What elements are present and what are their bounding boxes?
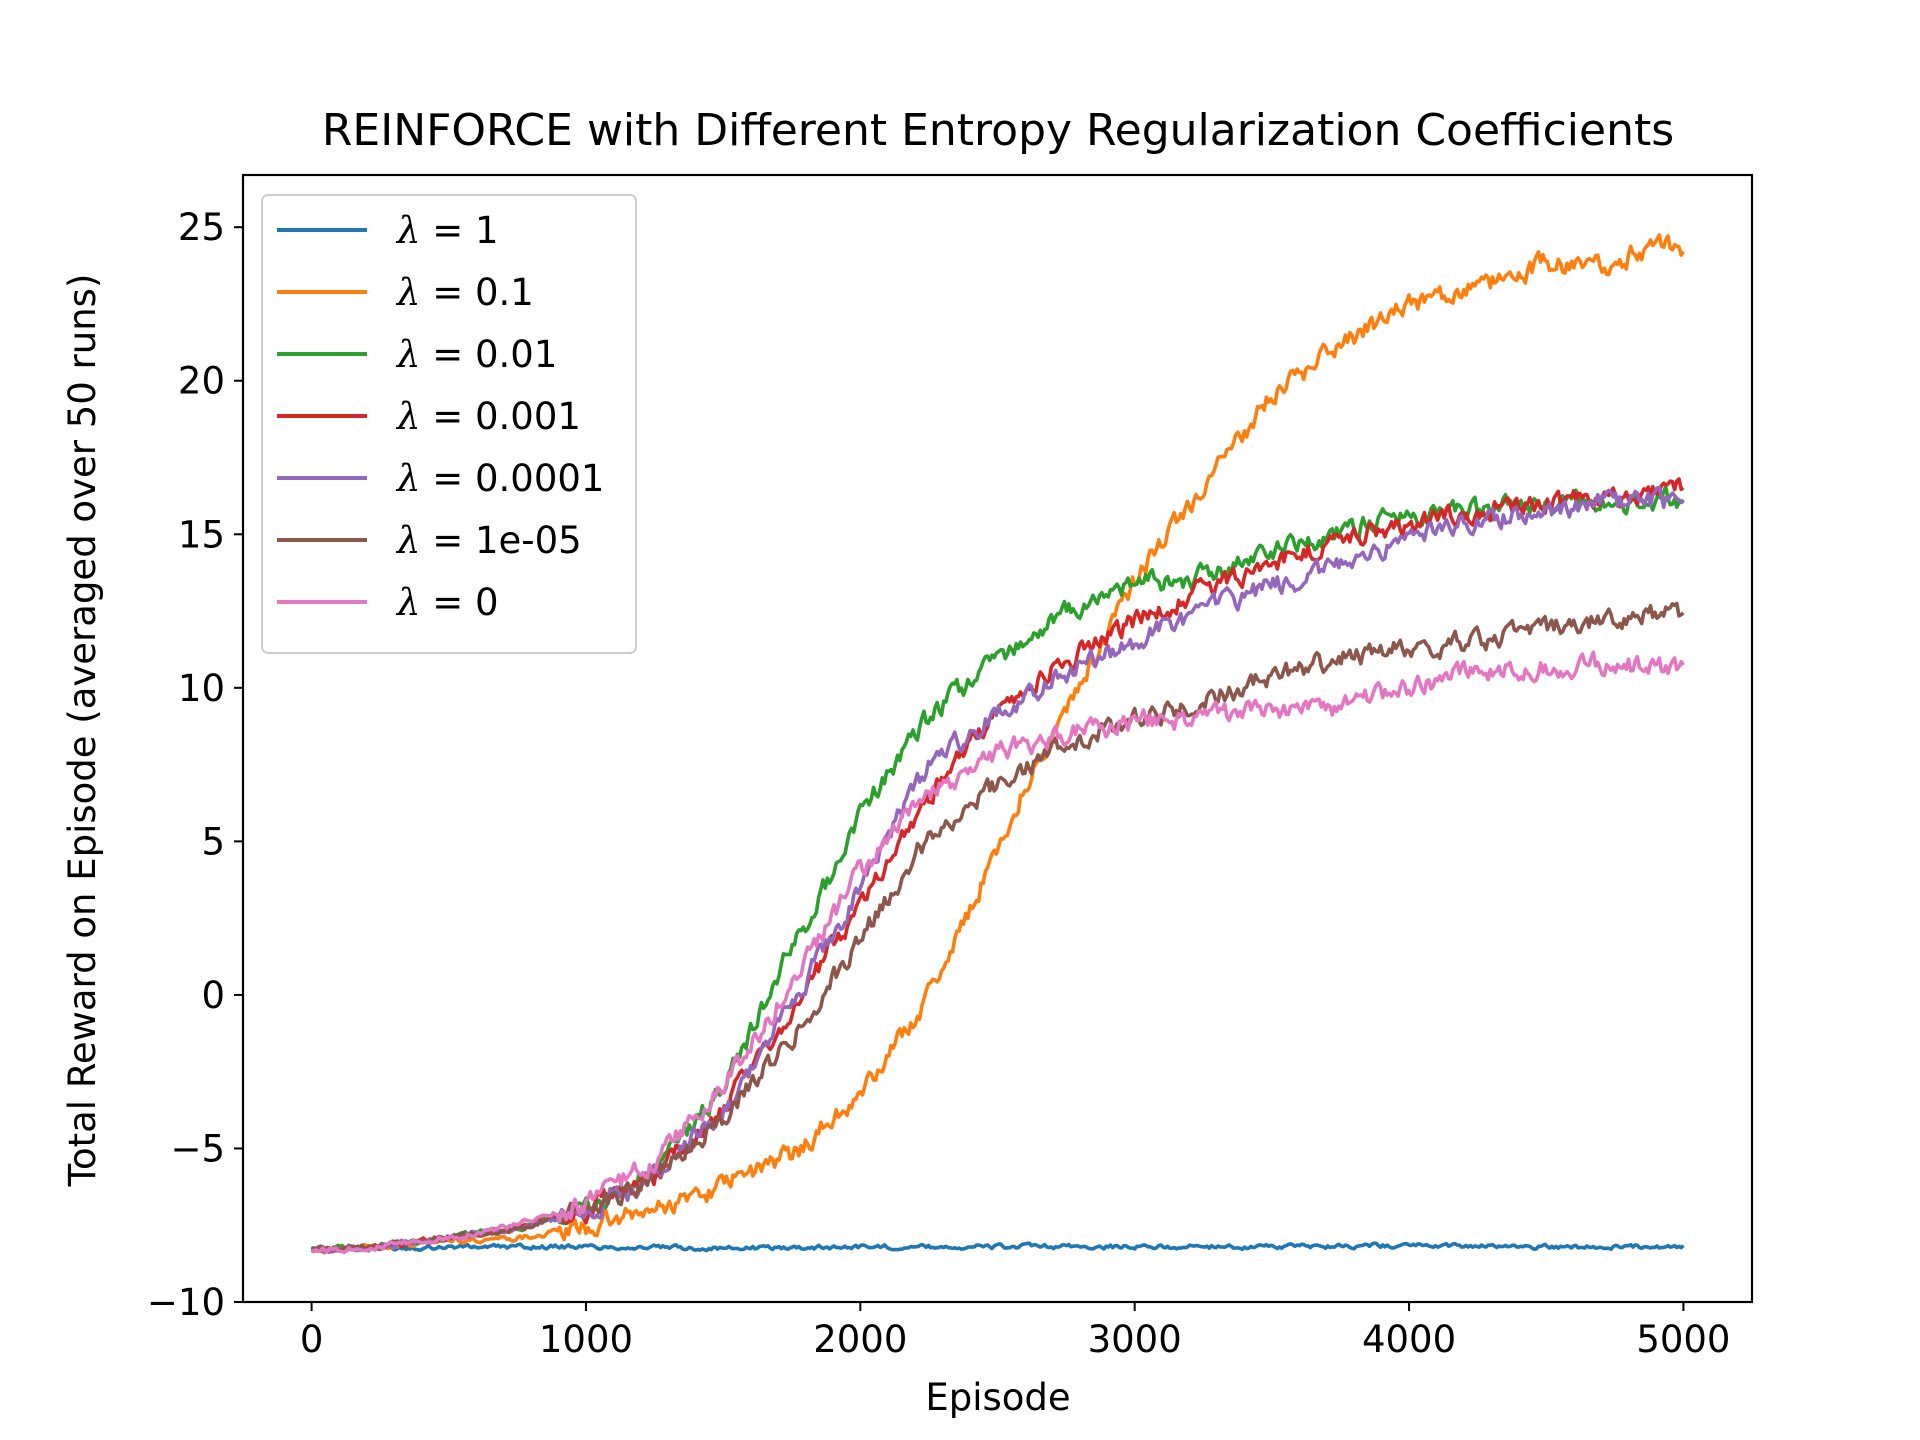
y-tick-label: 25: [178, 206, 225, 249]
y-tick-label: 20: [178, 360, 225, 403]
series-line-0: [311, 1241, 1685, 1253]
legend-lambda-value: = 1: [420, 209, 498, 252]
legend-lambda-value: = 0: [420, 581, 498, 624]
legend-entry: λ = 0.1: [395, 271, 534, 314]
x-tick-label: 3000: [1088, 1318, 1182, 1361]
data-layer: [310, 233, 1685, 1255]
legend-lambda-symbol: λ: [395, 333, 420, 376]
ticks-layer: 0 1000 2000 3000 4000 5000 −10 −5 0 5 10 15 20 25: [147, 206, 1731, 1361]
x-tick-label: 2000: [813, 1318, 907, 1361]
y-tick-label: 15: [178, 513, 225, 556]
plot-frame: [241, 173, 1754, 1304]
y-tick-label: −10: [147, 1281, 225, 1324]
x-tick-label: 1000: [539, 1318, 633, 1361]
y-axis-label: Total Reward on Episode (averaged over 5…: [61, 274, 104, 1188]
series-line-2: [311, 484, 1685, 1253]
y-tick-label: 0: [201, 974, 225, 1017]
legend-lambda-value: = 0.1: [420, 271, 533, 314]
legend-lambda-symbol: λ: [395, 519, 420, 562]
series-line-5: [310, 601, 1685, 1252]
x-tick-label: 4000: [1362, 1318, 1456, 1361]
legend-lambda-value: = 0.0001: [420, 457, 604, 500]
x-tick-label: 0: [300, 1318, 324, 1361]
legend-lambda-symbol: λ: [395, 271, 420, 314]
x-axis-label: Episode: [925, 1376, 1070, 1419]
legend-entry: λ = 1: [395, 209, 499, 252]
series-line-1: [310, 233, 1685, 1255]
legend-lambda-value: = 0.01: [420, 333, 557, 376]
legend-entry: λ = 0: [395, 581, 499, 624]
legend-lambda-symbol: λ: [395, 581, 420, 624]
legend-entry: λ = 0.0001: [395, 457, 604, 500]
legend-entry: λ = 0.001: [395, 395, 581, 438]
legend-lambda-symbol: λ: [395, 457, 420, 500]
legend-entry: λ = 0.01: [395, 333, 557, 376]
legend-lambda-value: = 1e-05: [420, 519, 581, 562]
chart-title: REINFORCE with Different Entropy Regular…: [322, 105, 1674, 156]
y-tick-label: 10: [178, 667, 225, 710]
x-tick-label: 5000: [1636, 1318, 1730, 1361]
legend-lambda-symbol: λ: [395, 209, 420, 252]
legend-lambda-symbol: λ: [395, 395, 420, 438]
legend-entry: λ = 1e-05: [395, 519, 582, 562]
legend-lambda-value: = 0.001: [420, 395, 580, 438]
series-line-6: [310, 650, 1685, 1255]
y-tick-label: −5: [170, 1127, 225, 1170]
y-tick-label: 5: [201, 820, 225, 863]
